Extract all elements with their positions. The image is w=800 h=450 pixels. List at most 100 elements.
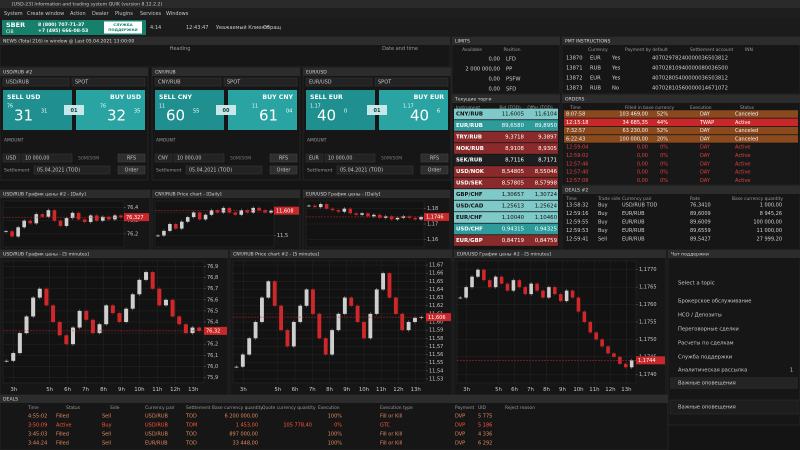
amount-input[interactable] [324, 153, 376, 163]
chat-item[interactable]: Брокерское обслуживание [678, 299, 752, 305]
table-cell: 12:57:08 [566, 178, 588, 184]
candle [104, 305, 109, 325]
candle [493, 276, 498, 288]
phone: +7 (495) 666-08-53 [38, 28, 88, 34]
chat-item[interactable]: Аналитическая рассылка [678, 368, 747, 374]
toolbar-item[interactable]: Обращ [263, 25, 281, 31]
candle [77, 310, 82, 328]
sell-button[interactable] [306, 90, 375, 130]
date-input[interactable] [336, 165, 414, 175]
y-tick-label: 11,62 [429, 303, 443, 309]
table-cell: Active [735, 145, 750, 151]
date-input[interactable] [33, 165, 111, 175]
table-cell: Filled [56, 432, 69, 438]
candle [227, 207, 232, 213]
panel-header [0, 37, 450, 45]
panel [561, 185, 800, 251]
support-label: СЛУЖБА [113, 22, 132, 27]
table-cell: RUB [590, 66, 601, 72]
menu-item[interactable]: Create window [27, 11, 64, 17]
currency-select[interactable] [305, 153, 324, 163]
table-cell: Buy [598, 220, 608, 226]
order-button[interactable] [117, 165, 146, 175]
table-cell: 100 000,00 [753, 220, 782, 226]
table-cell: Buy [598, 228, 608, 234]
chat-item[interactable]: Переговорные сделки [678, 327, 739, 333]
tenor: SPOT [378, 80, 392, 86]
table-row [564, 110, 798, 118]
menu-item[interactable]: System [4, 11, 23, 17]
candle [330, 330, 335, 355]
chat-item[interactable]: Важные оповещения [678, 381, 736, 387]
candle [90, 319, 95, 334]
panel-title: EUR/USD [306, 70, 327, 76]
candle [517, 280, 522, 288]
pair-select[interactable] [2, 77, 70, 87]
candle [395, 217, 400, 220]
amount-input[interactable] [21, 153, 73, 163]
spread: 00 [223, 108, 230, 114]
tenor-select[interactable] [71, 77, 146, 87]
last-price-box [424, 212, 449, 221]
amount: 10 000,00 [177, 156, 201, 162]
order: Order [428, 168, 442, 174]
currency-select[interactable] [154, 153, 173, 163]
candle [124, 308, 129, 322]
toolbar-item[interactable]: 4:14 [150, 25, 161, 31]
table-cell: 897 000,00 [229, 432, 258, 438]
tenor-select[interactable] [374, 77, 449, 87]
rfs-button[interactable] [420, 153, 449, 163]
candle [260, 297, 264, 322]
table-cell: DAY [700, 178, 711, 184]
date-input[interactable] [185, 165, 263, 175]
candle [406, 322, 411, 331]
rfs-button[interactable] [117, 153, 146, 163]
table-cell: 12:57:46 [566, 161, 588, 167]
menu-item[interactable]: Windows [166, 11, 189, 17]
table-cell: Sell [102, 441, 111, 447]
sell-button[interactable] [3, 90, 72, 130]
menu-item[interactable]: Dealer [92, 11, 109, 17]
buy-label: BUY EUR [414, 94, 445, 101]
toolbar-item[interactable]: Уважаемый Клиент! [216, 24, 270, 31]
currency-select[interactable] [2, 153, 21, 163]
amount-input[interactable] [173, 153, 225, 163]
chat-item[interactable]: НСО / Депозиты [678, 313, 722, 319]
chat-footer-label[interactable]: Важные оповещения [678, 405, 736, 411]
y-tick-label: 76,7 [207, 286, 218, 292]
phone: 8 (800) 707-71-37 [38, 22, 84, 28]
order-button[interactable] [420, 165, 449, 175]
tenor-select[interactable] [223, 77, 298, 87]
chat-item[interactable]: Служба поддержки [678, 355, 732, 361]
table-cell: 5 775 [478, 414, 492, 420]
panel-title: USD/RUB График цены #2 - [Daily] [3, 192, 86, 198]
panel-header [0, 395, 668, 403]
buy-button[interactable] [228, 90, 297, 130]
pair-select[interactable] [154, 77, 222, 87]
menu-item[interactable]: Action [70, 11, 86, 17]
buy-button[interactable] [379, 90, 448, 130]
candle [377, 214, 382, 218]
table-cell: 0,00 [637, 153, 648, 159]
candle [272, 281, 277, 306]
x-tick-label: 5h [274, 387, 281, 393]
candle [251, 207, 255, 213]
table-cell: 33 448,00 [233, 441, 258, 447]
candle [336, 210, 341, 212]
menu-item[interactable]: Plugins [115, 11, 133, 17]
sell-button[interactable] [155, 90, 224, 130]
chat-item[interactable]: Расчеты по сделкам [678, 341, 734, 347]
panel-header [562, 186, 800, 194]
y-tick-label: 11,59 [429, 328, 443, 334]
toolbar-item[interactable]: 12:43:47 [186, 25, 208, 31]
menu-item[interactable]: Services [140, 11, 161, 17]
buy-button[interactable] [76, 90, 145, 130]
amount-label: AMOUNT [156, 138, 176, 144]
sell-label: SELL EUR [310, 94, 343, 101]
rfs-button[interactable] [269, 153, 298, 163]
column-header: Execution [318, 405, 340, 411]
candle [629, 360, 634, 368]
pair-select[interactable] [305, 77, 373, 87]
order-button[interactable] [269, 165, 298, 175]
